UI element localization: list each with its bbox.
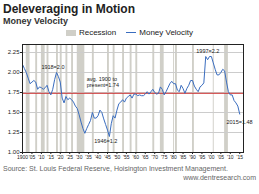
- html-text:Source: St. Louis Federal Rese: Source: St. Louis Federal Reserve, Hoisi…: [3, 165, 228, 172]
- svg-text:'80: '80: [170, 154, 177, 160]
- svg-text:avg. 1900 topresent=1.74: avg. 1900 topresent=1.74: [87, 76, 119, 88]
- svg-text:2.25: 2.25: [8, 49, 20, 55]
- html-text:Money Velocity: Money Velocity: [139, 28, 194, 37]
- svg-text:'05: '05: [29, 154, 36, 160]
- svg-text:'85: '85: [180, 154, 187, 160]
- svg-text:'20: '20: [57, 154, 64, 160]
- svg-text:'40: '40: [95, 154, 102, 160]
- svg-text:'15: '15: [236, 154, 243, 160]
- svg-text:'30: '30: [76, 154, 83, 160]
- svg-text:'60: '60: [133, 154, 140, 160]
- html-text:Deleveraging in Motion: Deleveraging in Motion: [3, 2, 135, 16]
- html-text:www.dentresearch.com: www.dentresearch.com: [183, 174, 256, 181]
- svg-text:'10: '10: [38, 154, 45, 160]
- svg-text:'05: '05: [218, 154, 225, 160]
- svg-text:'10: '10: [227, 154, 234, 160]
- svg-text:1946=1.2: 1946=1.2: [94, 138, 117, 144]
- svg-text:'75: '75: [161, 154, 168, 160]
- svg-text:'65: '65: [142, 154, 149, 160]
- svg-text:'45: '45: [104, 154, 111, 160]
- svg-text:1.50: 1.50: [8, 109, 20, 115]
- svg-text:'50: '50: [114, 154, 121, 160]
- svg-text:1.75: 1.75: [8, 89, 20, 95]
- svg-text:'25: '25: [66, 154, 73, 160]
- svg-text:'55: '55: [123, 154, 130, 160]
- svg-text:1997=2.2: 1997=2.2: [196, 48, 219, 54]
- svg-text:1900: 1900: [16, 154, 29, 161]
- svg-text:1918=2.0: 1918=2.0: [41, 64, 64, 70]
- svg-text:2.00: 2.00: [8, 69, 20, 75]
- svg-text:1.00: 1.00: [8, 149, 20, 155]
- svg-text:1.25: 1.25: [8, 129, 20, 135]
- svg-text:'90: '90: [189, 154, 196, 160]
- svg-text:'70: '70: [151, 154, 158, 160]
- svg-text:'00: '00: [208, 154, 215, 160]
- html-text:Money Velocity: Money Velocity: [3, 16, 68, 26]
- html-text:Recession: Recession: [78, 28, 117, 37]
- svg-text:'15: '15: [48, 154, 55, 160]
- svg-text:'35: '35: [85, 154, 92, 160]
- svg-text:2015=1.48: 2015=1.48: [227, 119, 253, 125]
- svg-text:'95: '95: [199, 154, 206, 160]
